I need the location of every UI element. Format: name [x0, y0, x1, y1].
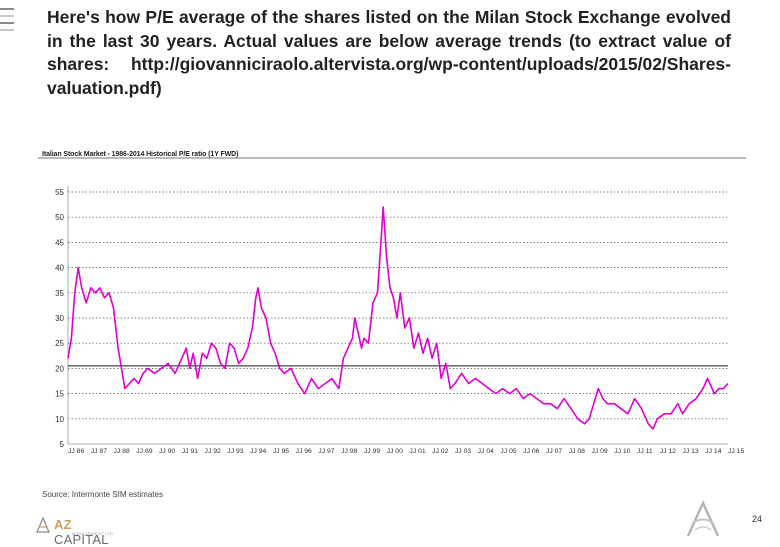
x-tick-label: JJ 03 — [455, 448, 471, 455]
y-tick-label: 35 — [55, 289, 64, 298]
accent-bars — [0, 8, 14, 36]
az-capital-logo: AZ CAPITAL MANAGEMENT LTD — [36, 515, 126, 547]
x-tick-label: JJ 97 — [318, 448, 334, 455]
slide-heading: Here's how P/E average of the shares lis… — [47, 7, 731, 98]
y-tick-label: 15 — [55, 390, 64, 399]
x-tick-label: JJ 12 — [660, 448, 676, 455]
x-tick-label: JJ 93 — [227, 448, 243, 455]
x-tick-label: JJ 11 — [637, 448, 653, 455]
y-tick-label: 45 — [55, 238, 64, 247]
x-tick-label: JJ 05 — [500, 448, 516, 455]
x-tick-label: JJ 91 — [182, 448, 198, 455]
x-tick-labels: JJ 86 JJ 87 JJ 88 JJ 89 JJ 90 JJ 91 JJ 92 JJ 93… — [68, 448, 744, 455]
x-tick-label: JJ 13 — [682, 448, 698, 455]
x-tick-label: JJ 87 — [91, 448, 107, 455]
x-tick-label: JJ 14 — [705, 448, 721, 455]
y-tick-label: 40 — [55, 264, 64, 273]
x-tick-label: JJ 90 — [159, 448, 175, 455]
logo-subtitle: MANAGEMENT LTD — [72, 531, 114, 536]
x-tick-label: JJ 88 — [114, 448, 130, 455]
y-tick-label: 55 — [55, 188, 64, 197]
x-tick-label: JJ 10 — [614, 448, 630, 455]
source-note: Source: Intermonte SIM estimates — [42, 490, 163, 499]
x-tick-label: JJ 99 — [364, 448, 380, 455]
x-tick-label: JJ 98 — [341, 448, 357, 455]
y-tick-label: 25 — [55, 339, 64, 348]
x-tick-label: JJ 06 — [523, 448, 539, 455]
x-tick-label: JJ 15 — [728, 448, 744, 455]
x-tick-label: JJ 09 — [591, 448, 607, 455]
logo-mark-icon — [36, 517, 50, 533]
chart-title: Italian Stock Market - 1986-2014 Histori… — [42, 151, 239, 158]
series-lines — [67, 206, 729, 430]
y-tick-label: 10 — [55, 415, 64, 424]
chart-frame — [38, 157, 746, 445]
x-tick-label: JJ 86 — [68, 448, 84, 455]
page-number: 24 — [752, 514, 763, 524]
x-tick-label: JJ 01 — [409, 448, 425, 455]
emblem-icon — [686, 500, 720, 537]
x-tick-label: JJ 08 — [569, 448, 585, 455]
x-tick-label: JJ 89 — [136, 448, 152, 455]
y-tick-label: 20 — [55, 364, 64, 373]
x-tick-label: JJ 95 — [273, 448, 289, 455]
y-tick-labels: 5 10 15 20 25 30 35 40 45 50 55 — [55, 188, 64, 449]
x-tick-label: JJ 94 — [250, 448, 266, 455]
x-tick-label: JJ 02 — [432, 448, 448, 455]
x-tick-label: JJ 04 — [478, 448, 494, 455]
pe-series-line — [67, 206, 729, 430]
y-tick-label: 5 — [60, 440, 65, 449]
y-tick-label: 30 — [55, 314, 64, 323]
x-tick-label: JJ 07 — [546, 448, 562, 455]
y-tick-label: 50 — [55, 213, 64, 222]
x-tick-label: JJ 92 — [205, 448, 221, 455]
x-tick-label: JJ 96 — [296, 448, 312, 455]
x-tick-label: JJ 00 — [387, 448, 403, 455]
